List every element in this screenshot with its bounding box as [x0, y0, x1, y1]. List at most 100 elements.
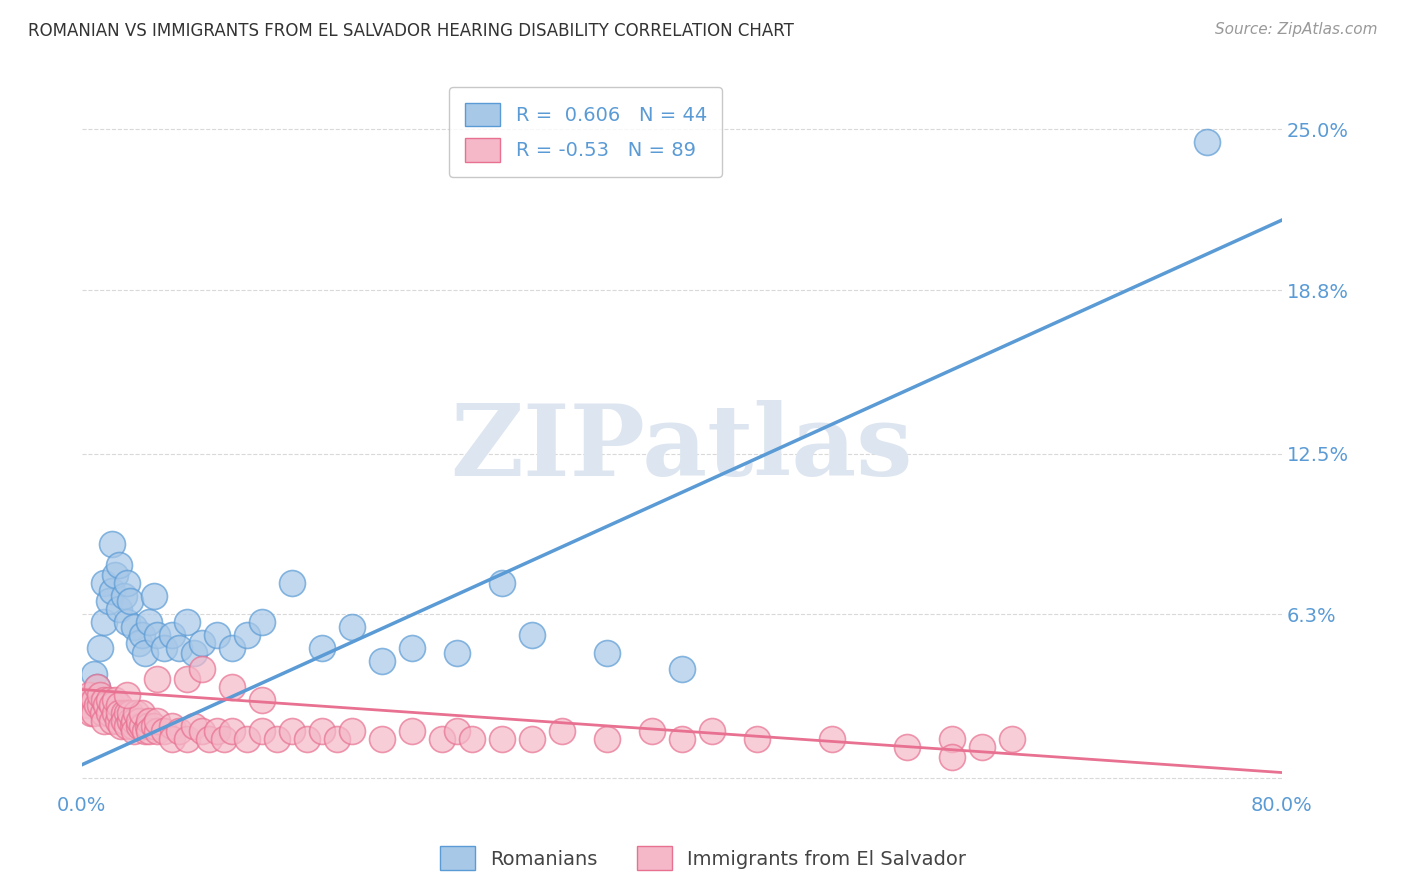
Point	[221, 724, 243, 739]
Point	[73, 693, 96, 707]
Point	[191, 724, 214, 739]
Point	[104, 568, 127, 582]
Point	[1195, 136, 1218, 150]
Point	[138, 714, 160, 728]
Point	[83, 706, 105, 720]
Point	[745, 731, 768, 746]
Point	[136, 719, 159, 733]
Point	[340, 620, 363, 634]
Point	[134, 724, 156, 739]
Point	[169, 724, 191, 739]
Point	[79, 688, 101, 702]
Point	[108, 602, 131, 616]
Point	[131, 706, 153, 720]
Point	[491, 731, 513, 746]
Point	[401, 641, 423, 656]
Point	[118, 594, 141, 608]
Point	[941, 731, 963, 746]
Point	[115, 576, 138, 591]
Point	[124, 620, 146, 634]
Point	[311, 724, 333, 739]
Point	[401, 724, 423, 739]
Point	[183, 646, 205, 660]
Point	[101, 584, 124, 599]
Point	[153, 641, 176, 656]
Point	[76, 698, 98, 712]
Point	[191, 636, 214, 650]
Point	[108, 698, 131, 712]
Point	[250, 693, 273, 707]
Point	[1001, 731, 1024, 746]
Point	[205, 628, 228, 642]
Point	[79, 693, 101, 707]
Point	[86, 680, 108, 694]
Point	[146, 672, 169, 686]
Point	[250, 615, 273, 629]
Point	[176, 615, 198, 629]
Point	[551, 724, 574, 739]
Point	[97, 594, 120, 608]
Point	[941, 750, 963, 764]
Point	[520, 628, 543, 642]
Point	[112, 706, 135, 720]
Point	[86, 680, 108, 694]
Point	[115, 688, 138, 702]
Point	[146, 724, 169, 739]
Point	[160, 628, 183, 642]
Point	[250, 724, 273, 739]
Point	[125, 706, 148, 720]
Point	[110, 719, 132, 733]
Point	[101, 537, 124, 551]
Point	[326, 731, 349, 746]
Point	[491, 576, 513, 591]
Point	[295, 731, 318, 746]
Point	[176, 731, 198, 746]
Point	[821, 731, 844, 746]
Point	[520, 731, 543, 746]
Point	[191, 662, 214, 676]
Point	[80, 706, 103, 720]
Point	[118, 706, 141, 720]
Point	[236, 628, 259, 642]
Point	[115, 706, 138, 720]
Point	[461, 731, 484, 746]
Point	[124, 724, 146, 739]
Point	[214, 731, 236, 746]
Point	[430, 731, 453, 746]
Point	[142, 719, 165, 733]
Point	[101, 714, 124, 728]
Point	[112, 714, 135, 728]
Text: ROMANIAN VS IMMIGRANTS FROM EL SALVADOR HEARING DISABILITY CORRELATION CHART: ROMANIAN VS IMMIGRANTS FROM EL SALVADOR …	[28, 22, 794, 40]
Point	[266, 731, 288, 746]
Point	[89, 698, 111, 712]
Point	[131, 628, 153, 642]
Point	[700, 724, 723, 739]
Point	[671, 731, 693, 746]
Point	[83, 667, 105, 681]
Point	[89, 688, 111, 702]
Point	[641, 724, 664, 739]
Point	[86, 698, 108, 712]
Point	[153, 724, 176, 739]
Text: ZIPatlas: ZIPatlas	[450, 400, 912, 497]
Point	[93, 615, 115, 629]
Point	[94, 698, 117, 712]
Point	[97, 706, 120, 720]
Point	[896, 739, 918, 754]
Point	[221, 680, 243, 694]
Point	[146, 714, 169, 728]
Point	[446, 724, 468, 739]
Point	[121, 719, 143, 733]
Point	[115, 719, 138, 733]
Point	[596, 731, 619, 746]
Point	[108, 558, 131, 572]
Point	[160, 731, 183, 746]
Point	[281, 576, 304, 591]
Point	[134, 646, 156, 660]
Point	[128, 719, 150, 733]
Point	[124, 714, 146, 728]
Point	[112, 589, 135, 603]
Point	[198, 731, 221, 746]
Point	[93, 714, 115, 728]
Point	[146, 628, 169, 642]
